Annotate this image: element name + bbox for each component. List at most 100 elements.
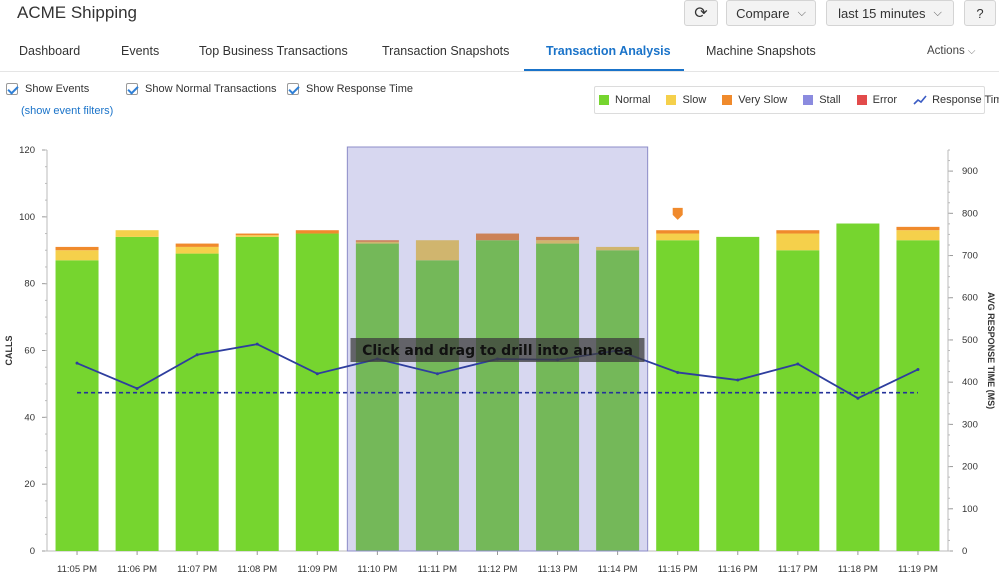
- chevron-down-icon: ⌵: [933, 6, 942, 19]
- refresh-icon: ⟳: [694, 5, 708, 22]
- x-tick-label: 11:17 PM: [778, 564, 818, 575]
- bar-very-slow[interactable]: [536, 236, 580, 241]
- tab-machine-snapshots[interactable]: Machine Snapshots: [706, 44, 816, 58]
- x-tick-label: 11:15 PM: [658, 564, 698, 575]
- bar-normal[interactable]: [55, 260, 99, 551]
- actions-label: Actions: [927, 45, 965, 57]
- legend-label: Response Time: [932, 94, 999, 106]
- y2-tick-label: 0: [962, 546, 967, 557]
- help-label: ?: [976, 5, 984, 21]
- y2-tick-label: 700: [962, 251, 978, 262]
- bar-slow[interactable]: [536, 240, 580, 244]
- event-marker-icon[interactable]: [672, 207, 683, 220]
- x-tick-label: 11:14 PM: [598, 564, 638, 575]
- show-response-time-label: Show Response Time: [306, 83, 413, 95]
- bar-slow[interactable]: [415, 240, 459, 261]
- bar-normal[interactable]: [235, 236, 279, 551]
- help-button[interactable]: ?: [964, 0, 996, 26]
- bar-normal[interactable]: [656, 240, 700, 551]
- bar-normal[interactable]: [776, 250, 820, 551]
- bar-slow[interactable]: [776, 233, 820, 251]
- response-time-point: [135, 386, 139, 390]
- y2-tick-label: 200: [962, 462, 978, 473]
- bar-normal[interactable]: [175, 253, 219, 551]
- y2-tick-label: 300: [962, 419, 978, 430]
- compare-button[interactable]: Compare ⌵: [726, 0, 816, 26]
- bar-normal[interactable]: [896, 240, 940, 551]
- legend-item-slow[interactable]: Slow: [666, 94, 706, 106]
- bar-normal[interactable]: [536, 243, 580, 552]
- x-tick-label: 11:18 PM: [838, 564, 878, 575]
- bar-normal[interactable]: [596, 250, 640, 551]
- y2-tick-label: 800: [962, 208, 978, 219]
- app-title: ACME Shipping: [17, 3, 138, 22]
- response-time-point: [856, 396, 860, 400]
- bar-slow[interactable]: [896, 230, 940, 241]
- bar-slow[interactable]: [596, 246, 640, 251]
- show-response-time-checkbox[interactable]: Show Response Time: [287, 83, 413, 95]
- legend-item-normal[interactable]: Normal: [599, 94, 650, 106]
- y-axis-title: CALLS: [4, 336, 14, 366]
- bar-very-slow[interactable]: [175, 243, 219, 247]
- active-tab-indicator: [524, 69, 684, 71]
- bar-very-slow[interactable]: [656, 230, 700, 234]
- y2-tick-label: 100: [962, 504, 978, 515]
- x-tick-label: 11:11 PM: [418, 564, 457, 575]
- bar-very-slow[interactable]: [896, 226, 940, 231]
- x-tick-label: 11:19 PM: [898, 564, 938, 575]
- transaction-analysis-chart[interactable]: 0 20 40 60 80 100 120 0 100 200 300 400 500 600 700 800…: [0, 140, 999, 578]
- tab-top-business-transactions[interactable]: Top Business Transactions: [199, 44, 348, 58]
- legend-item-response-time[interactable]: Response Time: [913, 94, 999, 106]
- x-tick-label: 11:10 PM: [357, 564, 397, 575]
- bar-very-slow[interactable]: [476, 233, 519, 241]
- x-tick-label: 11:06 PM: [117, 564, 157, 575]
- bar-very-slow[interactable]: [776, 230, 820, 234]
- bar-normal[interactable]: [836, 223, 880, 551]
- response-time-point: [676, 370, 680, 374]
- bar-slow[interactable]: [175, 246, 219, 254]
- legend-item-very-slow[interactable]: Very Slow: [722, 94, 787, 106]
- tab-dashboard[interactable]: Dashboard: [19, 44, 81, 58]
- tab-transaction-snapshots[interactable]: Transaction Snapshots: [382, 44, 510, 58]
- y-tick-label: 40: [24, 412, 35, 423]
- show-events-label: Show Events: [25, 83, 90, 95]
- x-tick-label: 11:08 PM: [237, 564, 277, 575]
- tab-events[interactable]: Events: [121, 44, 160, 58]
- bar-slow[interactable]: [115, 230, 159, 237]
- y2-tick-label: 400: [962, 377, 978, 388]
- x-tick-label: 11:16 PM: [718, 564, 758, 575]
- bar-normal[interactable]: [476, 240, 519, 551]
- bar-normal[interactable]: [355, 243, 399, 552]
- legend-swatch: [803, 95, 814, 105]
- legend-item-error[interactable]: Error: [856, 94, 897, 106]
- y-tick-label: 0: [30, 546, 35, 557]
- bar-normal[interactable]: [115, 236, 159, 551]
- bar-very-slow[interactable]: [355, 240, 399, 242]
- refresh-button[interactable]: ⟳: [684, 0, 718, 26]
- tab-transaction-analysis[interactable]: Transaction Analysis: [546, 44, 671, 58]
- bar-slow[interactable]: [55, 250, 99, 261]
- legend-swatch: [599, 95, 609, 105]
- bar-normal[interactable]: [415, 260, 459, 551]
- show-event-filters-link[interactable]: (show event filters): [21, 105, 114, 117]
- bar-slow[interactable]: [656, 233, 700, 241]
- time-range-dropdown[interactable]: last 15 minutes ⌵: [826, 0, 954, 26]
- show-normal-transactions-checkbox[interactable]: Show Normal Transactions: [126, 83, 276, 95]
- bar-normal[interactable]: [716, 236, 760, 551]
- response-time-point: [916, 367, 920, 371]
- legend-swatch: [856, 95, 867, 105]
- legend-item-stall[interactable]: Stall: [803, 94, 841, 106]
- response-time-point: [255, 342, 259, 346]
- bar-very-slow[interactable]: [295, 230, 339, 234]
- y2-tick-label: 600: [962, 293, 978, 304]
- bar-slow[interactable]: [355, 241, 399, 244]
- show-events-checkbox[interactable]: Show Events: [6, 83, 89, 95]
- bar-very-slow[interactable]: [55, 246, 99, 251]
- bar-slow[interactable]: [235, 235, 279, 237]
- x-tick-label: 11:12 PM: [478, 564, 518, 575]
- actions-menu[interactable]: Actions ⌵: [927, 45, 976, 57]
- y2-tick-label: 900: [962, 166, 978, 177]
- bar-very-slow[interactable]: [235, 233, 279, 236]
- time-range-label: last 15 minutes: [838, 5, 926, 21]
- legend-label: Very Slow: [738, 94, 788, 106]
